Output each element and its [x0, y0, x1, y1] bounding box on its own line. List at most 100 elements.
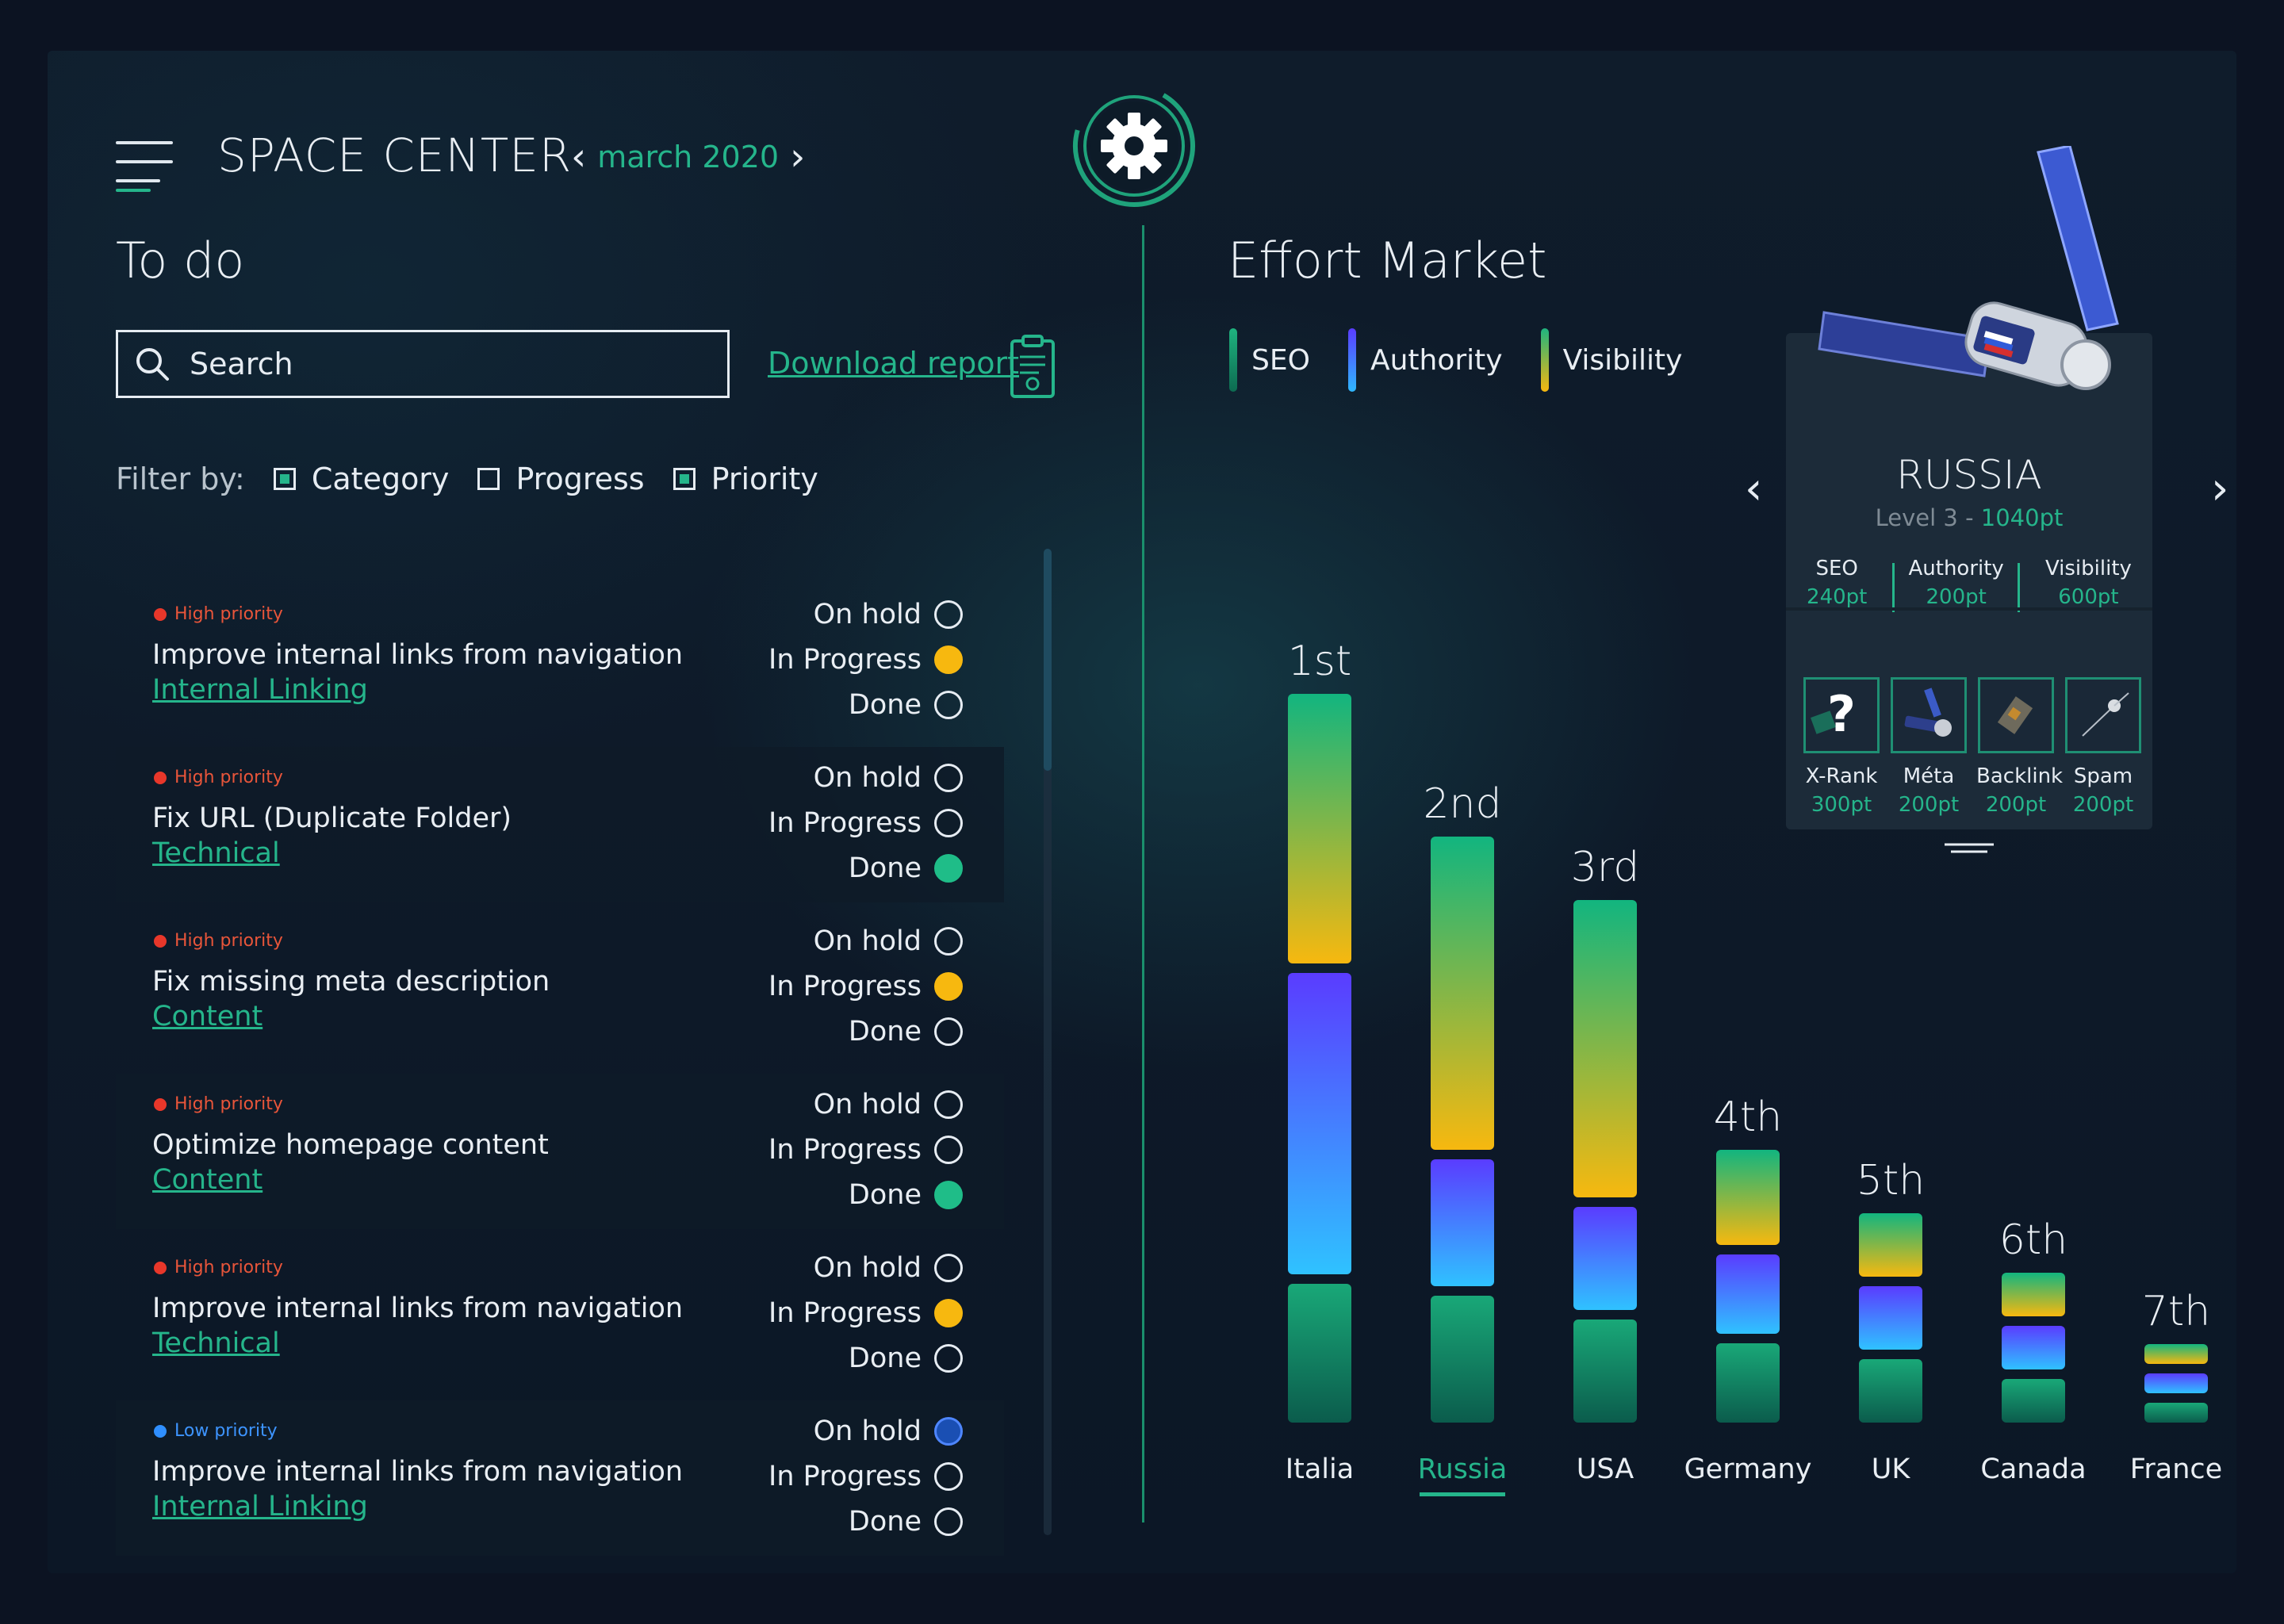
country-label[interactable]: Italia	[1286, 1454, 1354, 1485]
state-radio[interactable]	[934, 808, 963, 837]
prev-month-icon[interactable]: ‹	[571, 135, 587, 179]
country-label[interactable]: France	[2130, 1454, 2222, 1485]
task-category-link[interactable]: Internal Linking	[152, 1491, 368, 1522]
item-box[interactable]: ?	[1803, 677, 1880, 753]
task-category-link[interactable]: Content	[152, 1164, 263, 1196]
state-radio[interactable]	[934, 1298, 963, 1327]
state-radio[interactable]	[934, 1017, 963, 1046]
state-done[interactable]: Done	[646, 1499, 963, 1544]
settings-gear-button[interactable]	[1071, 82, 1198, 209]
card-collapse-handle-icon[interactable]	[1945, 842, 1994, 855]
bar-visibility-italia[interactable]	[1288, 694, 1351, 963]
state-done[interactable]: Done	[646, 1335, 963, 1381]
state-radio[interactable]	[934, 1253, 963, 1282]
task-category-link[interactable]: Technical	[152, 1327, 280, 1359]
state-radio[interactable]	[934, 690, 963, 719]
task-category-link[interactable]: Technical	[152, 837, 280, 869]
bar-seo-canada[interactable]	[2002, 1379, 2065, 1423]
state-in-progress[interactable]: In Progress	[646, 1290, 963, 1335]
state-radio[interactable]	[934, 645, 963, 674]
state-in-progress[interactable]: In Progress	[646, 963, 963, 1009]
hamburger-menu-icon[interactable]	[116, 138, 173, 192]
next-country-icon[interactable]: ›	[2211, 463, 2229, 515]
state-in-progress[interactable]: In Progress	[646, 637, 963, 682]
state-radio[interactable]	[934, 853, 963, 883]
search-input[interactable]	[188, 346, 667, 382]
bar-authority-france[interactable]	[2144, 1373, 2208, 1393]
progress-checkbox[interactable]	[477, 468, 500, 490]
stat-value: 240pt	[1807, 585, 1868, 609]
country-label[interactable]: Russia	[1418, 1454, 1508, 1485]
state-in-progress[interactable]: In Progress	[646, 800, 963, 845]
state-radio[interactable]	[934, 763, 963, 792]
search-box[interactable]	[116, 330, 730, 398]
priority-checkbox[interactable]	[673, 468, 696, 490]
bar-authority-russia[interactable]	[1431, 1159, 1494, 1286]
state-radio[interactable]	[934, 599, 963, 629]
item-backlink[interactable]: Backlink 200pt	[1976, 677, 2063, 817]
download-report-link[interactable]: Download report	[768, 346, 1020, 381]
bar-seo-uk[interactable]	[1859, 1359, 1922, 1423]
state-radio[interactable]	[934, 1461, 963, 1491]
item-meta[interactable]: Méta 200pt	[1889, 677, 1968, 817]
bar-visibility-usa[interactable]	[1573, 900, 1637, 1197]
bar-visibility-germany[interactable]	[1716, 1150, 1780, 1245]
bar-seo-italia[interactable]	[1288, 1284, 1351, 1423]
state-done[interactable]: Done	[646, 845, 963, 891]
country-label[interactable]: USA	[1577, 1454, 1634, 1485]
bar-seo-france[interactable]	[2144, 1403, 2208, 1423]
country-label[interactable]: Canada	[1980, 1454, 2086, 1485]
bar-authority-germany[interactable]	[1716, 1254, 1780, 1334]
scrollbar-thumb[interactable]	[1044, 549, 1052, 771]
next-month-icon[interactable]: ›	[790, 135, 806, 179]
bar-seo-usa[interactable]	[1573, 1320, 1637, 1423]
state-label: Done	[848, 1342, 922, 1374]
state-on-hold[interactable]: On hold	[646, 1245, 963, 1290]
state-on-hold[interactable]: On hold	[646, 592, 963, 637]
item-spam[interactable]: Spam 200pt	[2064, 677, 2143, 817]
state-done[interactable]: Done	[646, 1172, 963, 1217]
category-checkbox[interactable]	[273, 468, 296, 490]
state-radio[interactable]	[934, 1180, 963, 1209]
item-box[interactable]	[2065, 677, 2141, 753]
state-radio[interactable]	[934, 1416, 963, 1446]
bar-visibility-canada[interactable]	[2002, 1273, 2065, 1316]
state-radio[interactable]	[934, 1343, 963, 1373]
bar-authority-usa[interactable]	[1573, 1207, 1637, 1310]
task-category-link[interactable]: Internal Linking	[152, 674, 368, 706]
filter-progress[interactable]: Progress	[477, 462, 645, 496]
task-category-link[interactable]: Content	[152, 1001, 263, 1032]
bar-seo-russia[interactable]	[1431, 1296, 1494, 1423]
clipboard-report-icon[interactable]	[1009, 333, 1056, 400]
state-on-hold[interactable]: On hold	[646, 918, 963, 963]
country-label[interactable]: UK	[1872, 1454, 1911, 1485]
bar-visibility-russia[interactable]	[1431, 837, 1494, 1150]
state-done[interactable]: Done	[646, 682, 963, 727]
prev-country-icon[interactable]: ‹	[1745, 463, 1763, 515]
state-radio[interactable]	[934, 971, 963, 1001]
filter-category[interactable]: Category	[273, 462, 449, 496]
state-radio[interactable]	[934, 1507, 963, 1536]
task-status-group: On hold In Progress Done	[646, 592, 963, 727]
filter-priority[interactable]: Priority	[673, 462, 818, 496]
state-on-hold[interactable]: On hold	[646, 1082, 963, 1127]
item-box[interactable]	[1978, 677, 2054, 753]
state-in-progress[interactable]: In Progress	[646, 1127, 963, 1172]
bar-authority-italia[interactable]	[1288, 973, 1351, 1274]
state-radio[interactable]	[934, 1090, 963, 1119]
state-radio[interactable]	[934, 926, 963, 956]
bar-visibility-uk[interactable]	[1859, 1213, 1922, 1277]
state-on-hold[interactable]: On hold	[646, 755, 963, 800]
bar-visibility-france[interactable]	[2144, 1344, 2208, 1364]
task-list-scrollbar[interactable]	[1044, 549, 1052, 1535]
item-box[interactable]	[1891, 677, 1967, 753]
state-in-progress[interactable]: In Progress	[646, 1454, 963, 1499]
bar-seo-germany[interactable]	[1716, 1343, 1780, 1423]
state-radio[interactable]	[934, 1135, 963, 1164]
state-on-hold[interactable]: On hold	[646, 1408, 963, 1454]
item-x-rank[interactable]: ? X-Rank 300pt	[1802, 677, 1881, 817]
state-done[interactable]: Done	[646, 1009, 963, 1054]
bar-authority-canada[interactable]	[2002, 1326, 2065, 1369]
bar-authority-uk[interactable]	[1859, 1286, 1922, 1350]
country-label[interactable]: Germany	[1684, 1454, 1812, 1485]
